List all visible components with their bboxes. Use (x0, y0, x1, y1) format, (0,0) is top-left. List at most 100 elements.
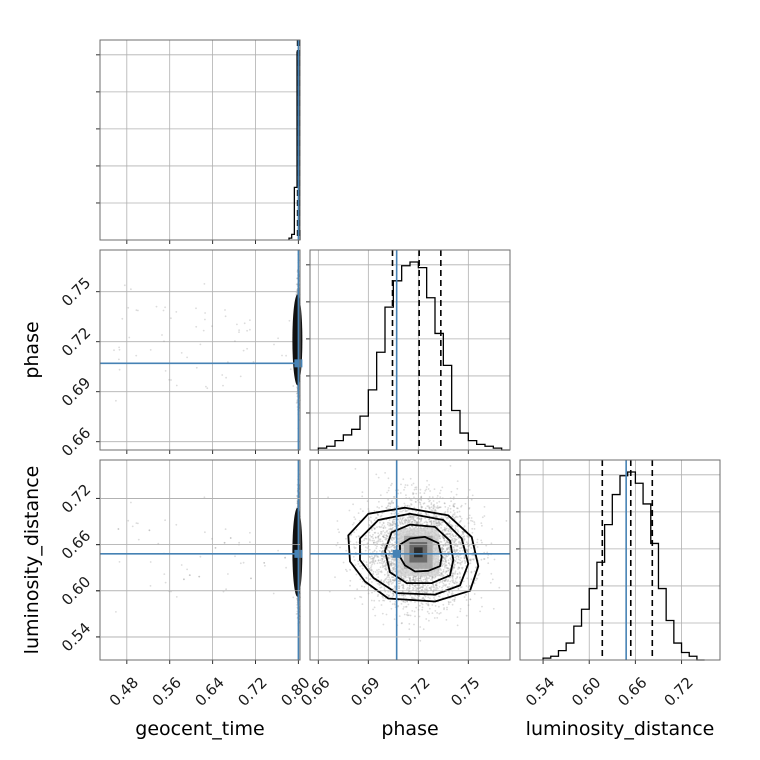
sample-point (288, 319, 291, 322)
sample-point (238, 329, 241, 331)
sample-point (214, 547, 217, 549)
panel-phase-histogram (306, 249, 511, 454)
sample-point (239, 562, 242, 565)
sample-point (224, 309, 226, 311)
sample-point (117, 528, 120, 530)
sample-point (164, 519, 167, 522)
sample-point (175, 596, 178, 598)
panel-geocent-time-vs-phase (96, 249, 303, 454)
sample-point (295, 291, 298, 294)
truth-marker (294, 359, 303, 368)
sample-point (249, 328, 251, 331)
sample-point (149, 349, 152, 351)
sample-point (164, 581, 167, 584)
sample-point (204, 318, 206, 321)
sample-point (164, 306, 167, 309)
sample-point (130, 288, 132, 291)
panel-frame (99, 39, 301, 241)
sample-point (170, 317, 172, 320)
sample-point (113, 349, 115, 352)
sample-point (137, 538, 140, 541)
sample-point (168, 378, 171, 381)
sample-point (285, 566, 287, 569)
sample-point (115, 399, 117, 402)
sample-point (202, 329, 205, 332)
sample-point (284, 556, 286, 559)
sample-point (195, 307, 197, 310)
sample-point (224, 528, 227, 530)
sample-point (137, 309, 139, 312)
sample-point (221, 374, 224, 376)
sample-point (236, 323, 238, 326)
sample-point (272, 592, 275, 595)
sample-point (296, 386, 298, 389)
sample-point (234, 340, 236, 342)
histogram-line (317, 261, 510, 451)
sample-point (164, 370, 167, 372)
sample-point (123, 284, 126, 287)
sample-point (225, 588, 228, 591)
sample-point (289, 368, 292, 371)
sample-point (170, 379, 172, 381)
sample-point (115, 611, 117, 613)
sample-point (188, 574, 191, 576)
sample-point (163, 573, 166, 575)
sample-point (198, 575, 201, 578)
sample-point (211, 325, 213, 328)
sample-point (239, 375, 242, 378)
sample-point (252, 361, 255, 363)
sample-point (295, 283, 298, 286)
sample-point (238, 331, 240, 333)
sample-point (163, 340, 165, 343)
panel-geocent-time-vs-luminosity-distance (96, 459, 303, 664)
sample-point (195, 325, 198, 328)
sample-point (175, 311, 178, 313)
sample-point (249, 319, 251, 321)
sample-point (149, 561, 152, 563)
sample-point (250, 577, 252, 580)
sample-point (186, 568, 189, 571)
sample-point (203, 283, 206, 285)
sample-point (127, 306, 130, 309)
sample-point (149, 585, 152, 587)
sample-point (199, 555, 202, 558)
sample-point (183, 578, 185, 581)
sample-point (118, 368, 121, 371)
sample-point (246, 329, 249, 332)
sample-point (195, 366, 198, 369)
sample-point (148, 529, 151, 532)
sample-point (242, 349, 245, 352)
sample-point (295, 402, 298, 404)
sample-point (223, 541, 226, 544)
sample-point (227, 573, 229, 575)
sample-point (205, 385, 207, 388)
panel-frame (309, 249, 511, 451)
sample-point (137, 522, 139, 525)
sample-point (127, 519, 130, 522)
sample-point (225, 376, 228, 379)
sample-point (118, 348, 121, 351)
panel-geocent-time-histogram (96, 39, 301, 244)
sample-point (277, 549, 279, 552)
sample-point (243, 322, 246, 325)
sample-point (296, 392, 298, 395)
sample-point (204, 531, 206, 534)
sample-point (285, 354, 287, 357)
sample-point (118, 358, 120, 361)
sample-point (281, 354, 283, 357)
sample-point (135, 309, 138, 312)
sample-point (180, 564, 183, 566)
sample-point (186, 356, 189, 359)
sample-point (263, 562, 266, 564)
sample-point (296, 277, 298, 280)
sample-point (242, 561, 245, 564)
sample-point (175, 384, 178, 387)
sample-point (128, 336, 131, 339)
sample-point (246, 347, 249, 350)
sample-point (118, 346, 120, 349)
sample-point (292, 596, 295, 599)
density-core (292, 294, 303, 386)
sample-point (118, 561, 121, 563)
sample-point (130, 501, 132, 504)
